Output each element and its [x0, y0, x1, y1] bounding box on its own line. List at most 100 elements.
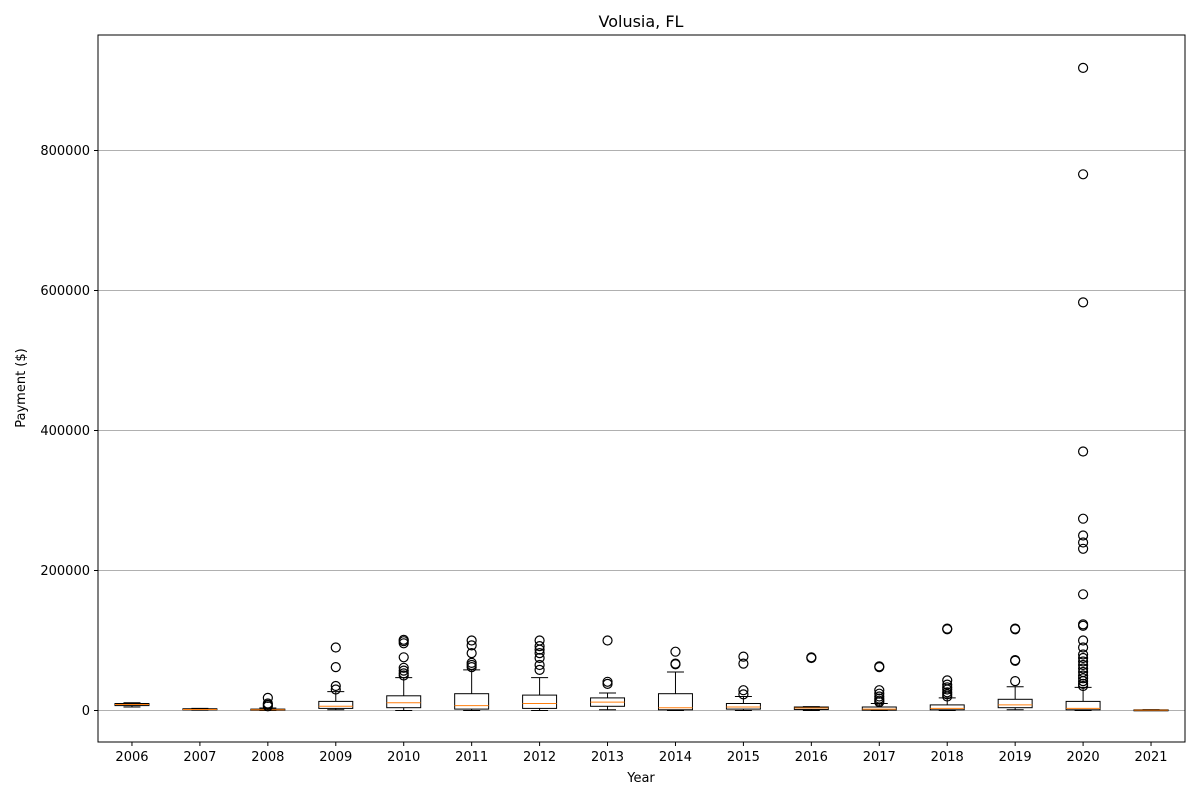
outlier-point: [738, 651, 749, 662]
outlier-point: [942, 675, 953, 686]
iqr-box: [318, 700, 354, 709]
y-tick-label: 0: [82, 704, 90, 719]
outlier-point: [1077, 670, 1089, 681]
box-2015: [725, 651, 761, 711]
box-2010: [386, 634, 422, 711]
outlier-point: [1077, 666, 1089, 678]
box-2018: [929, 623, 965, 711]
outlier-point: [670, 658, 681, 669]
x-tick-label: 2010: [387, 750, 420, 765]
iqr-box: [1065, 700, 1101, 711]
box-2014: [657, 646, 693, 711]
outlier-point: [1077, 673, 1089, 684]
x-tick-label: 2007: [183, 750, 216, 765]
x-tick-label: 2019: [999, 750, 1032, 765]
y-tick-label: 400000: [40, 424, 90, 439]
outlier-point: [738, 689, 749, 700]
outlier-point: [330, 661, 341, 673]
outlier-point: [1077, 446, 1089, 457]
outlier-point: [1077, 169, 1089, 180]
iqr-box: [929, 704, 965, 711]
outlier-point: [738, 658, 749, 669]
iqr-box: [386, 695, 422, 709]
x-tick-label: 2013: [591, 750, 624, 765]
box-2013: [590, 635, 626, 711]
x-tick-label: 2021: [1134, 750, 1167, 765]
outlier-point: [1077, 589, 1089, 600]
outlier-point: [1077, 537, 1089, 548]
outlier-point: [330, 642, 341, 653]
outlier-point: [534, 664, 545, 676]
outlier-point: [942, 687, 953, 698]
outlier-point: [1077, 543, 1089, 554]
outlier-point: [1077, 642, 1089, 653]
outlier-point: [1010, 623, 1021, 634]
box-2016: [793, 652, 829, 711]
outlier-point: [942, 623, 953, 634]
outlier-point: [262, 698, 273, 709]
box-2019: [997, 623, 1033, 711]
outlier-point: [466, 640, 477, 651]
outlier-point: [874, 661, 885, 672]
outlier-point: [874, 685, 885, 696]
x-tick-label: 2012: [523, 750, 556, 765]
box-2007: [182, 707, 218, 711]
box-2006: [114, 702, 150, 708]
iqr-box: [454, 693, 490, 710]
y-tick-label: 800000: [40, 144, 90, 159]
outlier-point: [670, 646, 681, 657]
outlier-point: [262, 692, 273, 704]
outlier-point: [534, 659, 545, 671]
outlier-point: [1077, 663, 1089, 674]
chart-title: Volusia, FL: [599, 12, 684, 31]
outlier-point: [602, 676, 613, 687]
x-axis-ticks: 2006 2007 2008 2009 2010 2011 2012 2013 2014 2015…: [115, 742, 1168, 765]
outlier-point: [874, 691, 885, 702]
outlier-point: [398, 652, 409, 663]
outlier-point: [398, 668, 409, 679]
x-axis-label: Year: [626, 771, 655, 786]
iqr-box: [997, 698, 1033, 709]
outlier-point: [398, 665, 409, 676]
x-tick-label: 2008: [251, 750, 284, 765]
box-2009: [318, 642, 354, 711]
plot-frame: [97, 34, 1186, 743]
outlier-point: [534, 640, 545, 652]
outlier-point: [1077, 619, 1089, 630]
iqr-box: [657, 693, 693, 711]
x-tick-label: 2016: [795, 750, 828, 765]
iqr-box: [725, 703, 761, 710]
outlier-point: [330, 680, 341, 692]
x-tick-label: 2018: [931, 750, 964, 765]
box-2020: [1065, 62, 1101, 711]
iqr-box: [522, 694, 558, 709]
y-axis-label: Payment ($): [14, 348, 29, 427]
outlier-point: [466, 657, 477, 669]
y-tick-label: 200000: [40, 564, 90, 579]
box-2011: [454, 635, 490, 711]
outlier-point: [942, 682, 953, 693]
outlier-point: [534, 647, 545, 659]
outlier-point: [1010, 675, 1021, 687]
outlier-point: [1077, 62, 1089, 74]
y-tick-label: 600000: [40, 284, 90, 299]
x-tick-label: 2006: [115, 750, 148, 765]
x-tick-label: 2014: [659, 750, 692, 765]
x-tick-label: 2017: [863, 750, 896, 765]
outlier-point: [398, 634, 409, 645]
outlier-point: [1077, 513, 1089, 524]
y-axis-ticks: 0 200000 400000 600000 800000: [40, 144, 98, 719]
outlier-point: [1010, 654, 1021, 666]
box-series: [114, 62, 1169, 712]
outlier-point: [1077, 652, 1089, 664]
x-tick-label: 2009: [319, 750, 352, 765]
outlier-point: [466, 647, 477, 659]
outlier-point: [1077, 649, 1089, 660]
outlier-point: [398, 662, 409, 673]
outlier-point: [1077, 530, 1089, 541]
outlier-point: [942, 679, 953, 690]
outlier-point: [1077, 659, 1089, 671]
